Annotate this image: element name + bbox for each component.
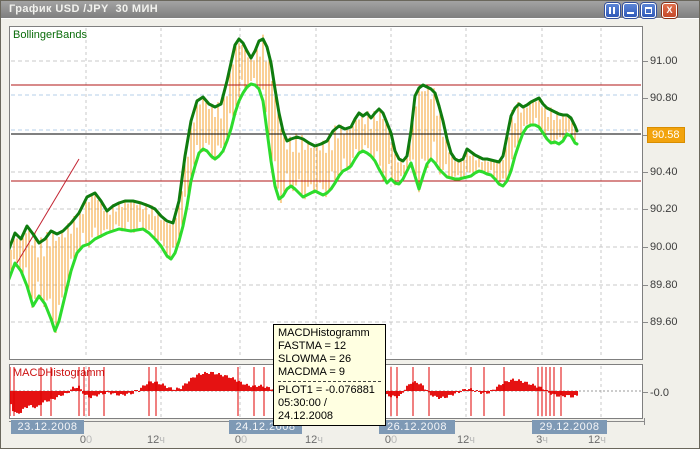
tooltip-footer: PLOT1 = -0.076881 05:30:00 / 24.12.2008 bbox=[278, 384, 381, 423]
time-label: 3ч bbox=[536, 434, 548, 446]
time-label: 00 bbox=[384, 434, 398, 446]
tooltip-value: 05:30:00 / 24.12.2008 bbox=[278, 397, 334, 422]
macd-label: MACDHistogramm bbox=[13, 367, 105, 379]
price-tick bbox=[643, 322, 648, 323]
price-axis-label: 90.80 bbox=[650, 92, 678, 104]
tooltip-param: SLOWMA = 26 bbox=[278, 353, 352, 365]
tooltip-value: PLOT1 = -0.076881 bbox=[278, 384, 375, 396]
price-axis-label: 90.00 bbox=[650, 241, 678, 253]
time-label: 00 bbox=[79, 434, 93, 446]
date-badge: 23.12.2008 bbox=[11, 420, 84, 434]
price-tick bbox=[643, 172, 648, 173]
price-tick bbox=[643, 135, 648, 136]
maximize-icon bbox=[645, 7, 652, 14]
price-axis-label: 89.60 bbox=[650, 316, 678, 328]
time-axis-right-edge bbox=[644, 418, 645, 425]
price-axis-label: 90.40 bbox=[650, 166, 678, 178]
tooltip-separator bbox=[278, 381, 381, 382]
time-label: 12ч bbox=[305, 434, 323, 446]
date-badge: 29.12.2008 bbox=[532, 420, 607, 434]
indicator-tooltip: MACDHistogramm FASTMA = 12 SLOWMA = 26 MAC… bbox=[273, 324, 386, 426]
price-tick bbox=[643, 61, 648, 62]
tooltip-title: MACDHistogramm bbox=[278, 327, 370, 339]
pause-button[interactable] bbox=[605, 3, 620, 18]
time-label: 00 bbox=[234, 434, 248, 446]
macd-canvas bbox=[10, 366, 641, 417]
close-button[interactable]: X bbox=[662, 3, 677, 18]
tooltip-param: FASTMA = 12 bbox=[278, 340, 347, 352]
tooltip-param: MACDMA = 9 bbox=[278, 366, 345, 378]
title-bar[interactable]: График USD /JPY 30 МИН X bbox=[1, 1, 699, 19]
price-chart-canvas bbox=[10, 28, 641, 358]
macd-zero-tick bbox=[643, 392, 648, 393]
time-label: 12ч bbox=[147, 434, 165, 446]
price-tick bbox=[643, 98, 648, 99]
macd-zero-axis-label: -0.0 bbox=[650, 387, 669, 399]
price-axis-label: 89.80 bbox=[650, 279, 678, 291]
window-title: График USD /JPY 30 МИН bbox=[9, 3, 159, 15]
close-icon: X bbox=[666, 5, 673, 15]
time-label: 12ч bbox=[457, 434, 475, 446]
price-tick bbox=[643, 209, 648, 210]
last-price-label: 90.58 bbox=[647, 127, 685, 143]
price-axis-label: 91.00 bbox=[650, 55, 678, 67]
minimize-button[interactable] bbox=[623, 3, 638, 18]
minimize-icon bbox=[627, 12, 634, 14]
maximize-button[interactable] bbox=[641, 3, 656, 18]
bollinger-bands-label: BollingerBands bbox=[13, 29, 87, 41]
date-badge: 26.12.2008 bbox=[379, 420, 455, 434]
price-chart-panel[interactable] bbox=[9, 26, 643, 360]
price-axis-label: 90.20 bbox=[650, 203, 678, 215]
time-label: 12ч bbox=[588, 434, 606, 446]
tooltip-params: FASTMA = 12 SLOWMA = 26 MACDMA = 9 bbox=[278, 340, 381, 379]
price-tick bbox=[643, 247, 648, 248]
price-tick bbox=[643, 285, 648, 286]
window-controls: X bbox=[605, 3, 677, 18]
